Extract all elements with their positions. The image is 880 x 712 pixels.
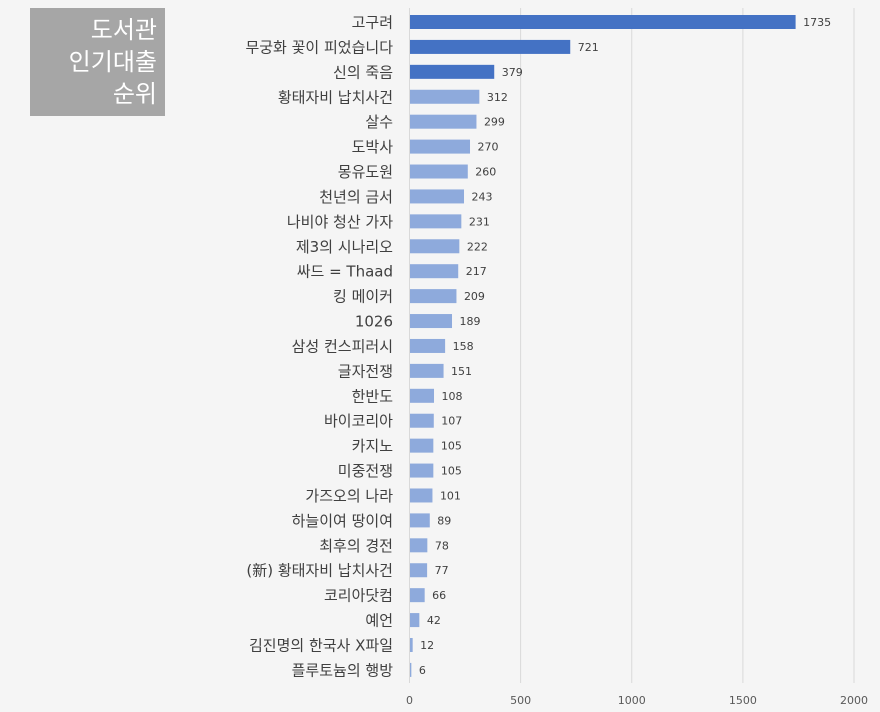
bar [410,488,433,503]
bar [410,388,435,403]
bar [410,15,796,29]
data-label: 107 [441,415,462,428]
data-label: 105 [441,440,462,453]
data-label: 12 [420,639,434,652]
bar [410,214,462,229]
category-label: 1026 [355,313,393,331]
bar [410,114,477,129]
bar [410,363,444,378]
category-label: 도박사 [352,138,394,156]
bar [410,64,495,79]
bar [410,39,571,54]
title-line: 순위 [112,80,157,108]
category-label: 살수 [365,113,393,131]
data-label: 312 [487,91,508,104]
bar [410,314,453,329]
x-tick-label: 500 [510,694,531,707]
data-label: 77 [435,564,449,577]
data-label: 66 [432,589,446,602]
title-line: 인기대출 [68,48,157,76]
category-label: 최후의 경전 [319,537,393,555]
data-label: 260 [475,166,496,179]
x-tick-label: 0 [406,694,413,707]
data-label: 189 [460,315,481,328]
category-label: 삼성 컨스피러시 [292,337,393,355]
category-label: 킹 메이커 [333,288,393,306]
data-label: 151 [451,365,472,378]
bar [410,638,413,652]
category-label: 예언 [365,612,393,630]
bar [410,588,425,603]
data-label: 243 [472,190,493,203]
bar [410,164,468,179]
category-label: (新) 황태자비 납치사건 [246,562,393,580]
data-label: 6 [419,664,426,677]
category-label: 카지노 [352,437,394,455]
bar [410,538,428,553]
bar [410,89,480,104]
bar [410,264,459,279]
category-label: 글자전쟁 [338,362,393,380]
bar [410,438,434,453]
category-label: 바이코리아 [324,412,393,430]
bar [410,189,465,204]
bar [410,289,457,304]
data-label: 721 [578,41,599,54]
category-label: 김진명의 한국사 X파일 [249,637,393,655]
data-label: 108 [442,390,463,403]
bar [410,463,434,478]
category-label: 몽유도원 [338,163,393,181]
bar [410,338,446,353]
category-label: 가즈오의 나라 [305,487,393,505]
bar [410,239,460,254]
category-label: 천년의 금서 [319,188,393,206]
x-tick-label: 2000 [840,694,868,707]
category-label: 신의 죽음 [333,63,393,81]
category-label: 무궁화 꽃이 피었습니다 [245,38,393,56]
category-label: 황태자비 납치사건 [278,88,393,106]
category-label: 하늘이여 땅이여 [292,512,393,530]
bar [410,139,471,154]
category-label: 미중전쟁 [338,462,393,480]
x-tick-label: 1000 [618,694,646,707]
category-label: 나비야 청산 가자 [287,213,393,231]
data-label: 89 [437,514,451,527]
data-label: 270 [478,141,499,154]
title-line: 도서관 [90,16,157,44]
data-label: 231 [469,215,490,228]
data-label: 217 [466,265,487,278]
category-label: 플루토늄의 행방 [292,661,394,679]
chart-title: 도서관 인기대출 순위 [30,8,165,116]
category-label: 싸드 = Thaad [297,263,393,281]
bar [410,563,428,578]
category-label: 한반도 [352,387,394,405]
category-label: 고구려 [352,14,393,32]
bar [410,513,430,528]
data-label: 42 [427,614,441,627]
data-label: 1735 [803,16,831,29]
data-label: 222 [467,240,488,253]
category-label: 제3의 시나리오 [296,238,393,256]
data-label: 105 [441,465,462,478]
data-label: 158 [453,340,474,353]
category-label: 코리아닷컴 [324,587,393,605]
data-label: 299 [484,116,505,129]
data-label: 101 [440,489,461,502]
x-tick-label: 1500 [729,694,757,707]
bar [410,662,412,677]
data-label: 379 [502,66,523,79]
data-label: 209 [464,290,485,303]
data-label: 78 [435,539,449,552]
bar [410,413,434,428]
bar [410,613,420,628]
